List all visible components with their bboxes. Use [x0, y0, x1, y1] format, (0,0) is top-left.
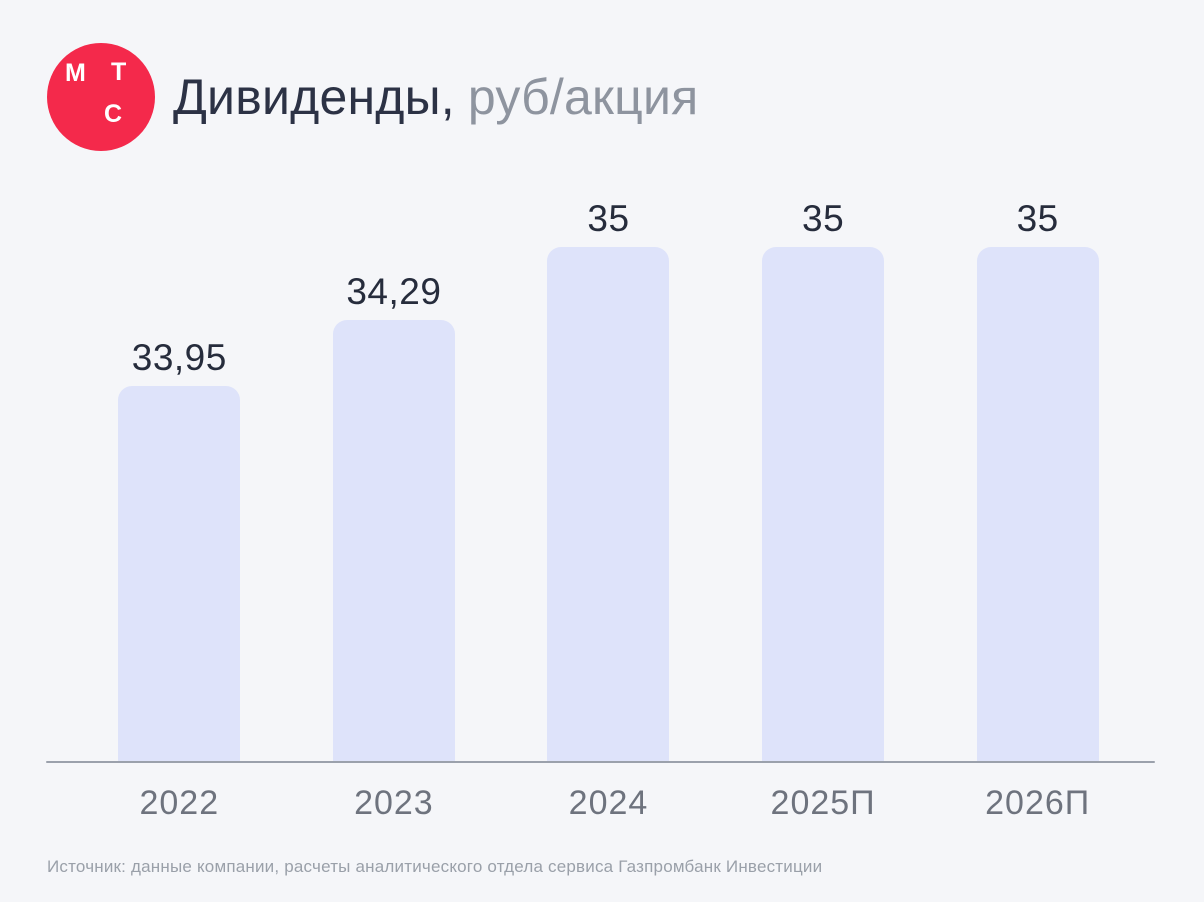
value-label-2025f: 35	[802, 198, 845, 240]
bar-column-2025f: 35	[716, 0, 931, 761]
logo-letter-t: Т	[111, 58, 127, 86]
bar-column-2024: 35	[501, 0, 716, 761]
value-label-2026f: 35	[1016, 198, 1059, 240]
page-title: Дивиденды, руб/акция	[173, 68, 698, 126]
chart-plot-area: 33,95 34,29 35 35 35	[72, 0, 1145, 761]
bar-column-2026f: 35	[930, 0, 1145, 761]
bar-2025f	[762, 247, 885, 761]
category-label-2025f: 2025П	[770, 784, 876, 822]
bar-column-2022: 33,95	[72, 0, 287, 761]
logo-letter-m: М	[65, 59, 86, 87]
bar-column-2023: 34,29	[287, 0, 502, 761]
header: М Т С Дивиденды, руб/акция	[47, 43, 698, 151]
title-primary: Дивиденды,	[173, 69, 455, 125]
mts-logo: М Т С	[47, 43, 155, 151]
bar-2022	[118, 386, 241, 761]
bar-2023	[332, 320, 455, 761]
bar-2024	[547, 247, 670, 761]
bar-2026f	[976, 247, 1099, 761]
category-label-2022: 2022	[139, 784, 220, 822]
value-label-2023: 34,29	[346, 271, 442, 313]
x-axis-labels: 2022 2023 2024 2025П 2026П	[72, 784, 1145, 823]
category-label-2024: 2024	[568, 784, 649, 822]
title-secondary: руб/акция	[467, 69, 699, 125]
category-label-2026f: 2026П	[985, 784, 1091, 822]
value-label-2022: 33,95	[131, 337, 227, 379]
value-label-2024: 35	[587, 198, 630, 240]
source-note: Источник: данные компании, расчеты анали…	[47, 857, 823, 876]
logo-letter-c: С	[104, 100, 123, 128]
category-label-2023: 2023	[354, 784, 434, 822]
x-axis-line	[46, 761, 1155, 763]
